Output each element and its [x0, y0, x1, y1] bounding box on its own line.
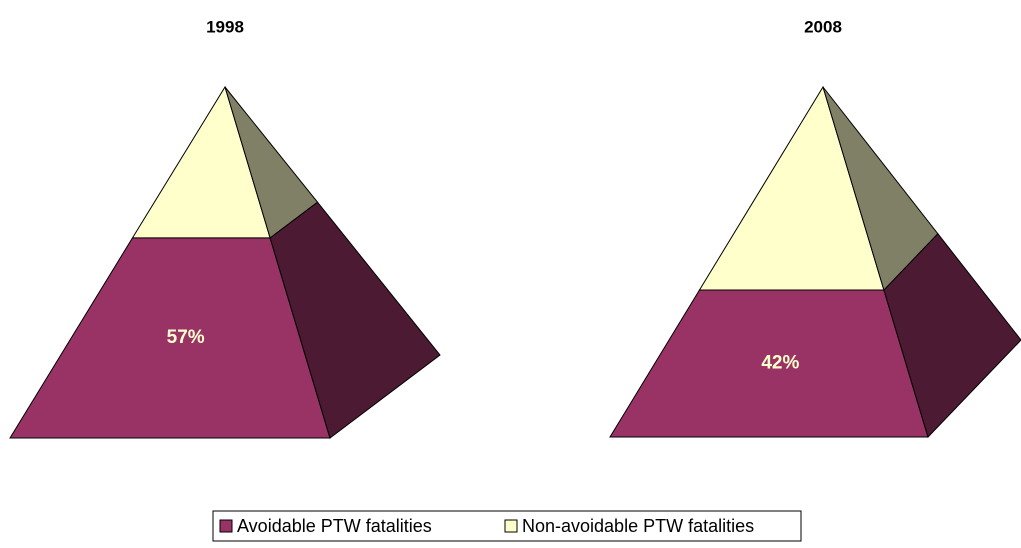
legend-swatch [219, 519, 233, 533]
pyramid-side [224, 86, 319, 239]
legend-label: Avoidable PTW fatalities [237, 516, 432, 536]
legend-swatch [504, 519, 518, 533]
pyramid-title: 1998 [206, 17, 244, 36]
pyramid-title: 2008 [804, 17, 842, 36]
pyramid-side [822, 86, 939, 291]
data-label: 57% [167, 327, 205, 348]
data-label: 42% [761, 353, 799, 374]
legend-label: Non-avoidable PTW fatalities [522, 516, 754, 536]
